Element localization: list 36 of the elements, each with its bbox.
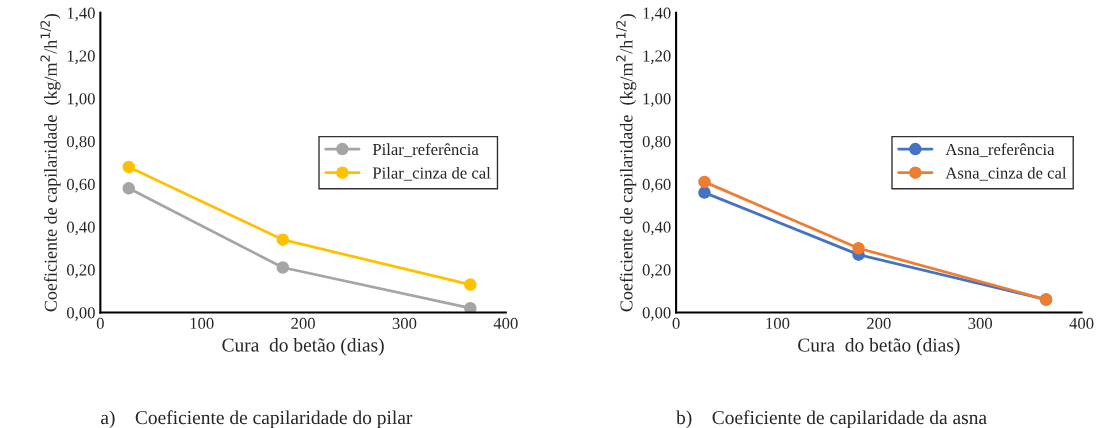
- y-tick-label: 1,00: [643, 93, 671, 107]
- x-axis-title: Cura do betão (dias): [798, 337, 960, 356]
- legend-label: Pilar_cinza de cal: [372, 166, 491, 181]
- x-tick-label: 200: [291, 317, 315, 330]
- y-tick-label: 0,80: [642, 135, 671, 150]
- y-tick-label: 1,20: [67, 50, 95, 64]
- y-tick-label: 0,20: [66, 264, 95, 278]
- text: a) Coeficiente de capilaridade do pilar: [101, 410, 413, 428]
- y-tick-label: 0,40: [642, 221, 671, 236]
- y-tick-label: 1,40: [643, 7, 671, 22]
- y-tick-label: 0,00: [642, 307, 671, 321]
- x-axis-title: Cura do betão (dias): [222, 337, 384, 356]
- y-axis-title: Coeficiente de capilaridade (kg/m$^{2}$/h$^{1/2}$): [40, 13, 61, 312]
- y-tick-label: 0,80: [66, 135, 95, 150]
- x-tick-label: 400: [1069, 317, 1094, 330]
- y-tick-label: 0,60: [66, 178, 95, 193]
- y-tick-label: 0,00: [66, 307, 95, 321]
- y-tick-label: 0,20: [642, 264, 671, 278]
- y-tick-label: 0,60: [642, 178, 671, 193]
- legend-label: Asna_cinza de cal: [945, 166, 1067, 181]
- y-tick-label: 1,40: [67, 7, 95, 22]
- x-tick-label: 300: [968, 317, 993, 330]
- y-tick-label: 1,00: [67, 93, 95, 107]
- x-tick-label: 100: [766, 317, 790, 330]
- x-tick-label: 200: [867, 317, 891, 330]
- x-tick-label: 100: [190, 317, 214, 330]
- x-tick-label: 0: [96, 317, 104, 330]
- legend-label: Asna_referência: [945, 143, 1055, 158]
- text: b) Coeficiente de capilaridade da asna: [676, 410, 987, 428]
- y-axis-title: Coeficiente de capilaridade (kg/m$^{2}$/h$^{1/2}$): [616, 13, 637, 312]
- y-tick-label: 0,40: [66, 221, 95, 236]
- x-tick-label: 300: [392, 317, 417, 330]
- y-tick-label: 1,20: [643, 50, 671, 64]
- x-tick-label: 400: [493, 317, 518, 330]
- legend-label: Pilar_referência: [372, 143, 479, 158]
- x-tick-label: 0: [672, 317, 680, 330]
